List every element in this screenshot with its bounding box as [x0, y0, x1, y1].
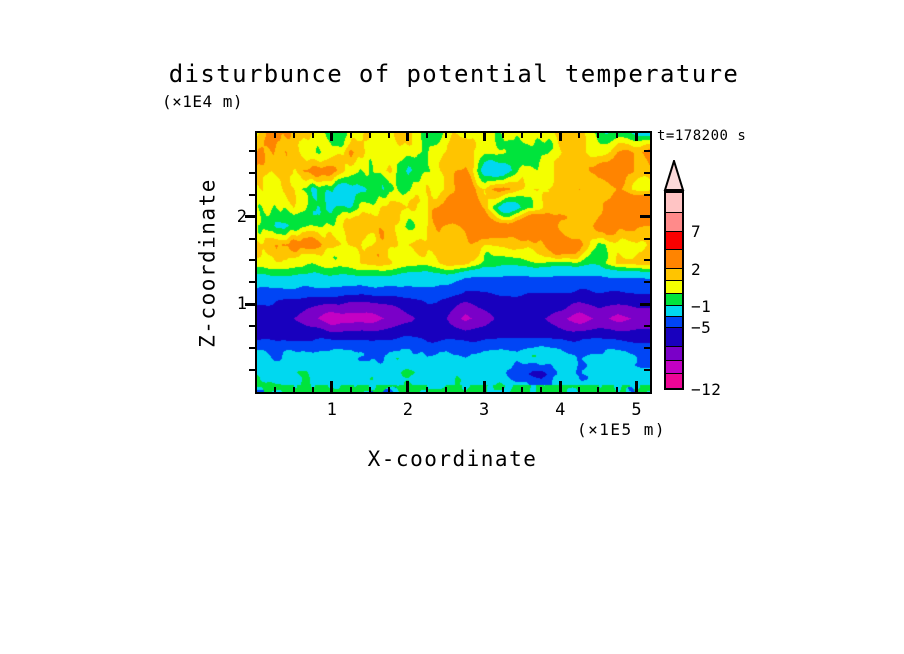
- z-tick-label: 2: [236, 206, 247, 227]
- tick-mark: [349, 387, 352, 392]
- tick-mark: [368, 387, 371, 392]
- contour-field-canvas: [257, 133, 650, 392]
- tick-mark: [635, 133, 638, 141]
- tick-mark: [249, 281, 255, 284]
- colorbar-segment: [666, 346, 682, 361]
- tick-mark: [311, 133, 314, 138]
- tick-mark: [558, 381, 562, 392]
- tick-mark: [245, 215, 255, 219]
- x-tick-label: 2: [402, 400, 414, 420]
- tick-mark: [425, 387, 428, 392]
- tick-mark: [249, 193, 255, 196]
- tick-mark: [521, 133, 524, 138]
- tick-mark: [406, 381, 410, 392]
- tick-mark: [502, 133, 505, 138]
- x-tick-label: 5: [631, 400, 642, 420]
- tick-mark: [644, 237, 650, 240]
- tick-mark: [368, 133, 371, 138]
- colorbar-segment: [666, 373, 682, 389]
- tick-mark: [387, 133, 390, 138]
- x-tick-label: 3: [478, 400, 490, 420]
- z-tick-label: 1: [236, 294, 247, 315]
- tick-mark: [644, 149, 650, 152]
- tick-mark: [292, 387, 295, 392]
- figure-title: disturbunce of potential temperature: [168, 60, 740, 88]
- colorbar-segment: [666, 248, 682, 269]
- colorbar: [664, 191, 684, 390]
- tick-mark: [249, 325, 255, 328]
- tick-mark: [644, 259, 650, 262]
- tick-mark: [644, 281, 650, 284]
- tick-mark: [644, 325, 650, 328]
- colorbar-segment: [666, 315, 682, 327]
- tick-mark: [644, 369, 650, 372]
- colorbar-arrow-icon: [663, 160, 685, 191]
- colorbar-tick-label: −12: [691, 380, 722, 399]
- tick-mark: [597, 387, 600, 392]
- z-axis-title: Z-coordinate: [195, 178, 220, 348]
- tick-mark: [482, 133, 486, 141]
- x-tick-label: 1: [326, 400, 337, 420]
- tick-mark: [273, 133, 276, 138]
- tick-mark: [425, 133, 428, 138]
- tick-mark: [249, 347, 255, 350]
- tick-mark: [249, 369, 255, 372]
- colorbar-segment: [666, 230, 682, 249]
- colorbar-segment: [666, 193, 682, 213]
- tick-mark: [640, 215, 650, 219]
- colorbar-segment: [666, 305, 682, 316]
- tick-mark: [311, 387, 314, 392]
- tick-mark: [640, 302, 650, 306]
- tick-mark: [273, 387, 276, 392]
- tick-mark: [249, 149, 255, 152]
- colorbar-segment: [666, 212, 682, 231]
- tick-mark: [540, 133, 543, 138]
- tick-mark: [464, 133, 467, 138]
- tick-mark: [292, 133, 295, 138]
- tick-mark: [349, 133, 352, 138]
- tick-mark: [616, 387, 619, 392]
- tick-mark: [330, 381, 334, 392]
- tick-mark: [445, 133, 447, 138]
- colorbar-tick-label: 7: [691, 222, 702, 241]
- time-stamp-label: t=178200 s: [657, 128, 747, 144]
- tick-mark: [644, 347, 650, 350]
- tick-mark: [521, 387, 524, 392]
- tick-mark: [635, 381, 638, 392]
- tick-mark: [464, 387, 467, 392]
- plot-frame: [255, 131, 652, 394]
- tick-mark: [245, 302, 255, 306]
- tick-mark: [644, 193, 650, 196]
- colorbar-segment: [666, 280, 682, 294]
- tick-mark: [578, 387, 581, 392]
- tick-mark: [578, 133, 581, 138]
- x-tick-label: 4: [555, 400, 566, 420]
- tick-mark: [540, 387, 543, 392]
- tick-mark: [482, 381, 486, 392]
- tick-mark: [330, 133, 334, 141]
- colorbar-tick-label: −1: [691, 297, 712, 316]
- tick-mark: [597, 133, 600, 138]
- tick-mark: [249, 237, 255, 240]
- colorbar-segment: [666, 268, 682, 281]
- tick-mark: [644, 171, 650, 174]
- tick-mark: [249, 171, 255, 174]
- tick-mark: [406, 133, 410, 141]
- colorbar-segment: [666, 360, 682, 374]
- tick-mark: [616, 133, 619, 138]
- colorbar-tick-label: −5: [691, 318, 712, 337]
- tick-mark: [502, 387, 505, 392]
- x-axis-unit-label: (×1E5 m): [576, 420, 666, 439]
- tick-mark: [558, 133, 562, 141]
- colorbar-segment: [666, 326, 682, 347]
- z-axis-unit-label: (×1E4 m): [162, 92, 244, 111]
- x-axis-title: X-coordinate: [367, 447, 538, 471]
- tick-mark: [445, 387, 447, 392]
- colorbar-tick-label: 2: [691, 260, 702, 279]
- colorbar-segment: [666, 293, 682, 306]
- tick-mark: [249, 259, 255, 262]
- tick-mark: [387, 387, 390, 392]
